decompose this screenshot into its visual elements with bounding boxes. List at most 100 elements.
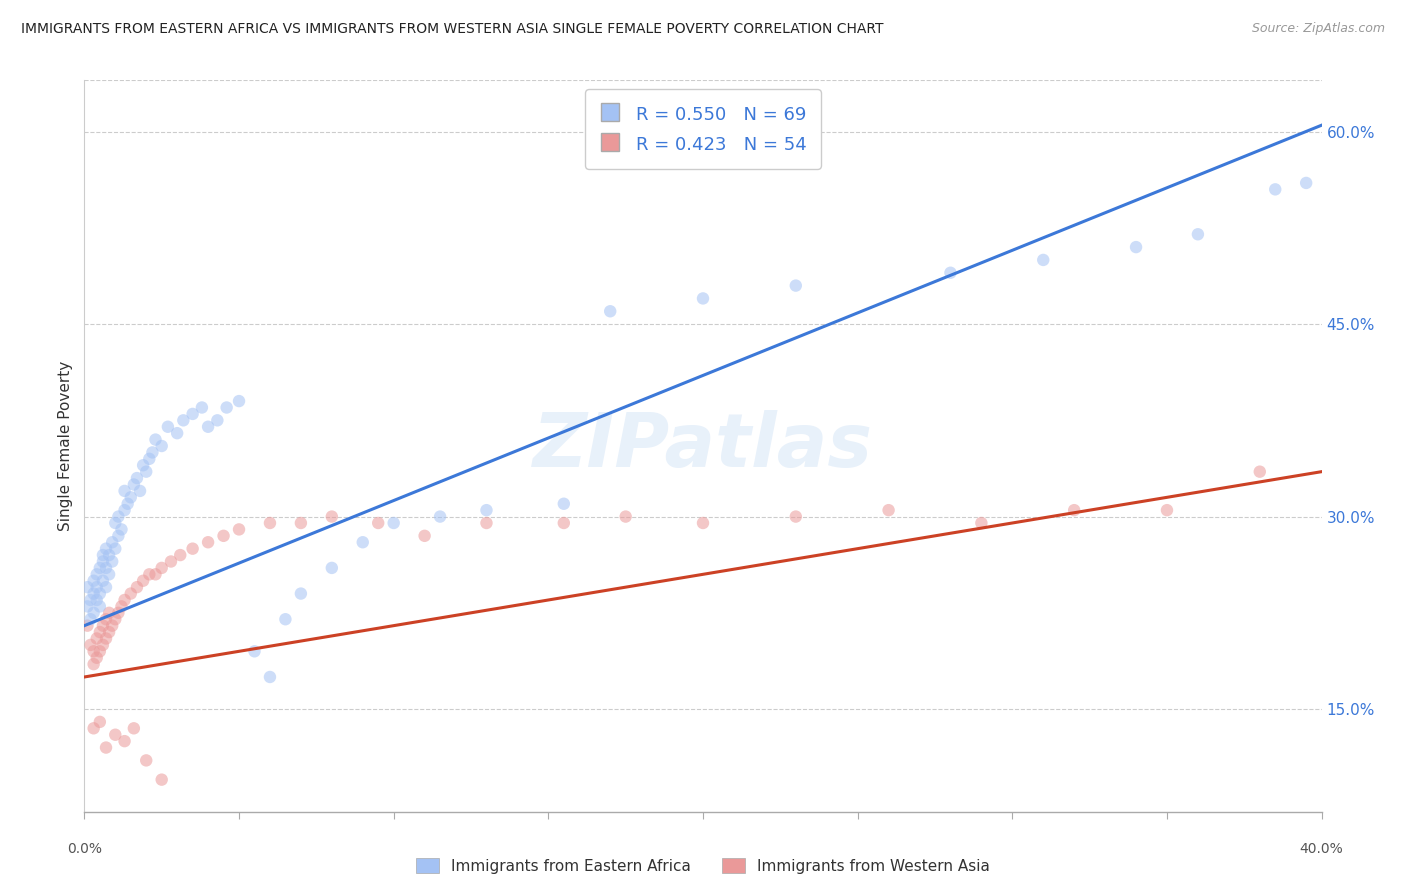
Point <box>94 740 117 755</box>
Point <box>125 471 148 485</box>
Point <box>290 516 312 530</box>
Point <box>382 516 405 530</box>
Point <box>107 606 129 620</box>
Point <box>91 554 114 568</box>
Point <box>101 535 124 549</box>
Point <box>160 554 183 568</box>
Point <box>79 638 101 652</box>
Text: IMMIGRANTS FROM EASTERN AFRICA VS IMMIGRANTS FROM WESTERN ASIA SINGLE FEMALE POV: IMMIGRANTS FROM EASTERN AFRICA VS IMMIGR… <box>21 22 883 37</box>
Point <box>138 567 160 582</box>
Point <box>321 561 343 575</box>
Point <box>86 632 108 646</box>
Point <box>107 509 129 524</box>
Point <box>1156 503 1178 517</box>
Point <box>94 612 117 626</box>
Point <box>94 580 117 594</box>
Point <box>122 477 145 491</box>
Point <box>290 586 312 600</box>
Point <box>122 721 145 735</box>
Point <box>228 394 250 409</box>
Point <box>117 497 139 511</box>
Point <box>101 554 124 568</box>
Point <box>321 509 343 524</box>
Point <box>98 625 121 640</box>
Point <box>98 606 121 620</box>
Point <box>145 433 167 447</box>
Point <box>110 599 132 614</box>
Point <box>114 503 136 517</box>
Point <box>150 772 173 787</box>
Point <box>132 458 155 473</box>
Point <box>91 638 114 652</box>
Point <box>970 516 993 530</box>
Point <box>120 586 142 600</box>
Point <box>135 465 157 479</box>
Text: 40.0%: 40.0% <box>1299 842 1344 856</box>
Point <box>156 419 179 434</box>
Point <box>89 586 111 600</box>
Point <box>83 574 105 588</box>
Point <box>114 483 136 498</box>
Point <box>86 650 108 665</box>
Point <box>86 580 108 594</box>
Point <box>181 407 204 421</box>
Point <box>89 644 111 658</box>
Point <box>89 625 111 640</box>
Point <box>141 445 163 459</box>
Point <box>91 574 114 588</box>
Point <box>1249 465 1271 479</box>
Point <box>475 503 498 517</box>
Point <box>91 618 114 632</box>
Point <box>169 548 191 562</box>
Point <box>107 529 129 543</box>
Point <box>228 523 250 537</box>
Point <box>138 451 160 466</box>
Point <box>553 516 575 530</box>
Point <box>125 580 148 594</box>
Point <box>172 413 194 427</box>
Point <box>83 644 105 658</box>
Point <box>166 426 188 441</box>
Point <box>1264 182 1286 196</box>
Point <box>94 541 117 556</box>
Point <box>785 278 807 293</box>
Point <box>692 292 714 306</box>
Point <box>352 535 374 549</box>
Point <box>132 574 155 588</box>
Point <box>114 734 136 748</box>
Point <box>212 529 235 543</box>
Point <box>191 401 214 415</box>
Point <box>98 548 121 562</box>
Text: ZIPatlas: ZIPatlas <box>533 409 873 483</box>
Point <box>135 753 157 767</box>
Point <box>413 529 436 543</box>
Point <box>83 657 105 672</box>
Point <box>150 561 173 575</box>
Point <box>104 728 127 742</box>
Point <box>91 548 114 562</box>
Point <box>259 516 281 530</box>
Point <box>150 439 173 453</box>
Point <box>83 586 105 600</box>
Point <box>129 483 152 498</box>
Point <box>1063 503 1085 517</box>
Point <box>1295 176 1317 190</box>
Point <box>89 714 111 729</box>
Point <box>86 593 108 607</box>
Legend: R = 0.550   N = 69, R = 0.423   N = 54: R = 0.550 N = 69, R = 0.423 N = 54 <box>585 89 821 169</box>
Legend: Immigrants from Eastern Africa, Immigrants from Western Asia: Immigrants from Eastern Africa, Immigran… <box>411 852 995 880</box>
Point <box>207 413 229 427</box>
Point <box>785 509 807 524</box>
Point <box>599 304 621 318</box>
Point <box>145 567 167 582</box>
Point <box>939 266 962 280</box>
Point <box>215 401 238 415</box>
Point <box>89 599 111 614</box>
Point <box>197 535 219 549</box>
Point <box>367 516 389 530</box>
Point <box>79 593 101 607</box>
Point <box>104 541 127 556</box>
Point <box>76 618 98 632</box>
Point <box>877 503 900 517</box>
Point <box>86 567 108 582</box>
